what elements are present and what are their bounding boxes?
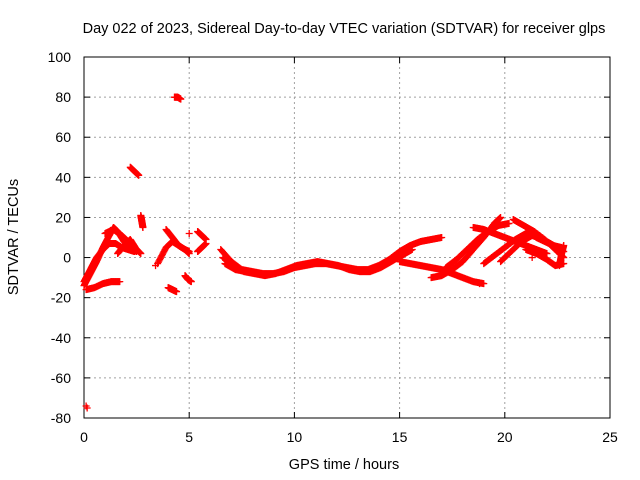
y-tick-label: 0 — [63, 250, 71, 266]
series-arc-09 — [162, 225, 193, 256]
y-tick-label: -20 — [51, 290, 71, 306]
data-point — [408, 246, 416, 254]
x-tick-label: 0 — [80, 429, 88, 445]
data-point — [560, 242, 568, 250]
y-axis-label: SDTVAR / TECUs — [6, 179, 22, 295]
data-point — [543, 250, 551, 258]
series-arc-02 — [80, 240, 138, 286]
x-tick-label: 25 — [602, 429, 618, 445]
data-point — [152, 262, 160, 270]
series-arc-17 — [221, 260, 261, 278]
data-point — [505, 219, 513, 227]
series-isolated-points — [82, 229, 536, 412]
series-arc-16 — [219, 246, 416, 280]
data-point — [185, 248, 193, 256]
y-tick-label: -40 — [51, 330, 71, 346]
data-point — [135, 171, 143, 179]
chart-title: Day 022 of 2023, Sidereal Day-to-day VTE… — [83, 21, 606, 37]
data-point — [438, 234, 446, 241]
series-arc-14 — [194, 240, 210, 256]
data-point — [177, 95, 185, 103]
x-axis-label: GPS time / hours — [289, 457, 399, 473]
data-point — [497, 213, 505, 221]
data-point — [173, 288, 181, 296]
y-tick-label: 60 — [55, 129, 71, 145]
x-tick-label: 10 — [287, 429, 303, 445]
tick-marks — [83, 56, 611, 419]
data-point — [253, 270, 261, 278]
series-arc-27 — [556, 242, 568, 270]
series-arc-11 — [170, 93, 185, 103]
series-arc-07 — [137, 211, 147, 231]
series-arc-13 — [194, 227, 210, 244]
data-point — [476, 280, 484, 288]
x-axis-tick-labels: 0 5 10 15 20 25 — [80, 429, 618, 445]
plot-frame — [83, 56, 611, 419]
y-tick-label: -60 — [51, 370, 71, 386]
data-point — [202, 240, 210, 248]
y-tick-label: 20 — [55, 209, 71, 225]
y-tick-label: 100 — [48, 49, 72, 65]
data-point — [137, 250, 145, 258]
data-point — [139, 223, 147, 231]
y-tick-label: 40 — [55, 169, 71, 185]
y-tick-label: -80 — [51, 410, 71, 426]
data-points — [80, 93, 568, 412]
data-point — [528, 254, 536, 262]
data-point — [133, 246, 141, 254]
series-arc-06 — [126, 163, 143, 179]
data-point — [185, 229, 193, 237]
data-point — [116, 278, 124, 286]
series-arc-04 — [82, 278, 124, 294]
x-tick-label: 20 — [497, 429, 513, 445]
y-axis-tick-labels: -80 -60 -40 -20 0 20 40 60 80 100 — [48, 49, 72, 426]
x-tick-label: 5 — [185, 429, 193, 445]
data-point — [83, 404, 91, 412]
series-arc-05 — [114, 236, 141, 258]
series-arc-12 — [181, 272, 195, 286]
x-tick-label: 15 — [392, 429, 408, 445]
series-arc-10 — [164, 284, 181, 296]
y-tick-label: 80 — [55, 89, 71, 105]
data-point — [187, 278, 195, 286]
series-arc-18 — [396, 258, 488, 288]
